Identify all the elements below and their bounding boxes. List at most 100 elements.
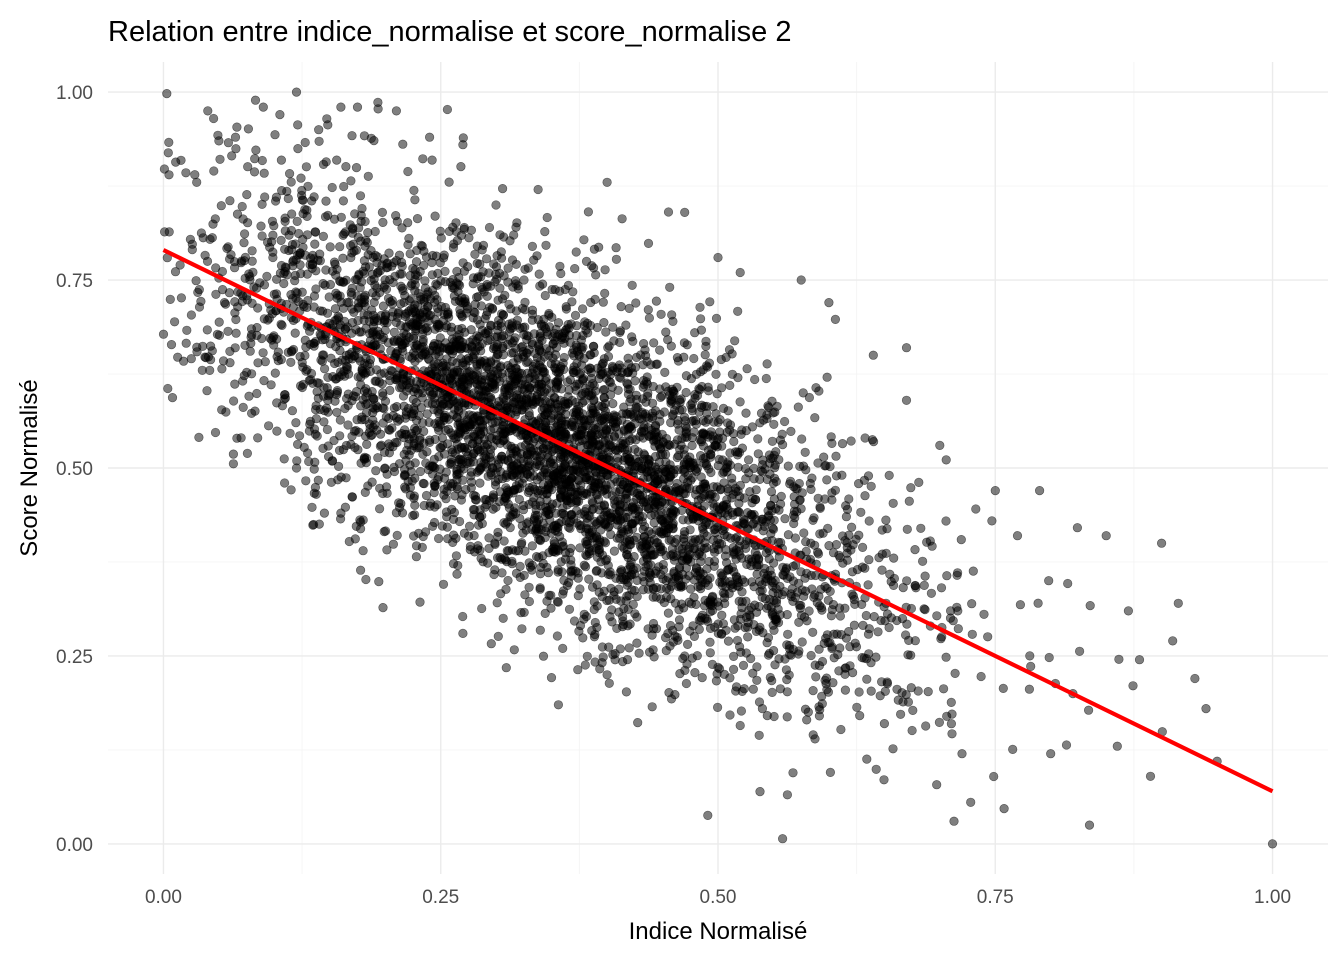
data-point-4831	[407, 353, 417, 363]
data-point-4029	[926, 588, 937, 598]
data-point-672	[540, 227, 550, 237]
data-point-4959	[609, 432, 620, 442]
data-point-3418	[533, 184, 543, 195]
data-point-2575	[251, 145, 261, 155]
data-point-4830	[830, 485, 841, 495]
data-point-3759	[270, 130, 280, 140]
data-point-3921	[503, 263, 513, 273]
data-point-4583	[603, 343, 613, 353]
data-point-1159	[455, 516, 465, 527]
data-point-4711	[484, 453, 495, 463]
data-point-581	[492, 598, 502, 608]
data-point-3181	[347, 431, 357, 441]
data-point-3917	[391, 508, 402, 518]
data-point-4579	[751, 485, 761, 495]
data-point-4827	[767, 396, 777, 406]
data-point-4020	[569, 351, 579, 361]
data-point-4898	[421, 292, 431, 303]
data-point-3737	[377, 379, 387, 389]
data-point-621	[769, 419, 779, 429]
data-point-4368	[475, 545, 485, 555]
data-point-3035	[435, 443, 445, 453]
data-point-1715	[589, 244, 600, 254]
data-point-4752	[524, 486, 535, 496]
data-point-1151	[855, 710, 865, 721]
data-point-3808	[173, 352, 183, 362]
data-point-4636	[410, 286, 420, 296]
data-point-4957	[795, 461, 805, 472]
data-point-1358	[230, 297, 240, 307]
data-point-4915	[467, 452, 477, 462]
data-point-4664	[516, 393, 527, 403]
data-point-4655	[952, 568, 963, 578]
data-point-4153	[319, 417, 329, 427]
data-point-4618	[288, 255, 299, 266]
data-point-3445	[290, 270, 300, 281]
data-point-4702	[622, 445, 633, 455]
data-point-51	[1101, 531, 1111, 541]
data-point-983	[783, 461, 793, 471]
data-point-3740	[389, 336, 399, 346]
data-point-4467	[628, 518, 638, 529]
data-point-2577	[989, 771, 999, 782]
data-point-4938	[607, 605, 617, 615]
data-point-2448	[562, 377, 573, 387]
data-point-3230	[849, 594, 859, 605]
data-point-3413	[253, 303, 263, 313]
data-point-1689	[217, 405, 227, 415]
data-point-2797	[678, 653, 688, 664]
data-point-2594	[395, 269, 405, 279]
data-point-3872	[615, 644, 625, 654]
data-point-4924	[397, 261, 407, 271]
data-point-3660	[897, 613, 908, 624]
data-point-4948	[491, 435, 502, 445]
data-point-4654	[792, 587, 803, 597]
data-point-4847	[430, 481, 440, 491]
data-point-4593	[541, 344, 552, 354]
data-point-4382	[159, 164, 169, 174]
data-point-3980	[389, 403, 399, 413]
data-point-1099	[579, 235, 589, 245]
data-point-997	[815, 502, 825, 512]
data-point-4971	[860, 563, 870, 573]
data-point-303	[182, 325, 192, 335]
data-point-4345	[350, 442, 360, 453]
data-point-36	[796, 275, 806, 285]
data-point-3623	[571, 247, 581, 257]
data-point-4459	[411, 343, 421, 353]
data-point-4727	[362, 439, 372, 450]
data-point-4152	[565, 547, 575, 558]
data-point-286	[319, 508, 330, 518]
data-point-4480	[232, 433, 242, 443]
data-point-4767	[347, 396, 357, 406]
data-point-4937	[469, 349, 479, 360]
data-point-947	[535, 584, 545, 594]
data-point-4756	[718, 570, 728, 580]
data-point-3163	[499, 518, 509, 528]
data-point-24	[391, 106, 402, 116]
data-point-4233	[228, 449, 238, 459]
data-point-2765	[675, 668, 685, 679]
data-point-4893	[494, 315, 504, 326]
data-point-4786	[472, 315, 483, 325]
data-point-28	[558, 643, 568, 654]
data-point-3966	[579, 488, 589, 498]
data-point-4076	[322, 424, 333, 435]
data-point-3675	[491, 502, 501, 512]
data-point-4299	[733, 462, 743, 472]
data-point-4556	[364, 316, 375, 327]
data-point-4517	[447, 504, 457, 515]
data-point-2082	[392, 530, 402, 541]
data-point-4543	[683, 553, 693, 563]
data-point-1295	[286, 177, 296, 187]
data-point-4218	[542, 596, 552, 606]
data-point-4960	[194, 285, 204, 295]
data-point-4266	[767, 436, 778, 446]
data-point-3037	[616, 363, 626, 373]
data-point-40	[879, 718, 890, 729]
data-point-3761	[448, 559, 459, 569]
data-point-2465	[768, 408, 778, 418]
data-point-1038	[210, 427, 221, 438]
data-point-3419	[884, 622, 894, 633]
data-point-4673	[348, 224, 358, 234]
